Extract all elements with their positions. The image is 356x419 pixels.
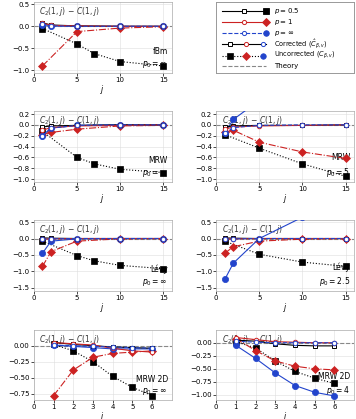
X-axis label: $j$: $j$ (100, 83, 105, 96)
X-axis label: $j$: $j$ (100, 192, 105, 205)
X-axis label: $j$: $j$ (283, 301, 288, 314)
Text: $p = \infty$: $p = \infty$ (274, 28, 294, 38)
Text: $p = 1$: $p = 1$ (274, 17, 293, 27)
Text: Corrected $(\hat{C}_{\beta,v})$: Corrected $(\hat{C}_{\beta,v})$ (274, 38, 328, 51)
X-axis label: $j$: $j$ (283, 192, 288, 205)
Text: $C_2(1,j)\,-\,C(1,j)$: $C_2(1,j)\,-\,C(1,j)$ (40, 223, 100, 236)
Text: $C_2(1,j)\,-\,C(1,j)$: $C_2(1,j)\,-\,C(1,j)$ (222, 333, 283, 346)
Text: $C_2(1,j)\,-\,C(1,j)$: $C_2(1,j)\,-\,C(1,j)$ (40, 114, 100, 127)
Text: $C_2(1,j)\,-\,C(1,j)$: $C_2(1,j)\,-\,C(1,j)$ (40, 5, 100, 18)
Text: Lévy
$p_0 = 2.5$: Lévy $p_0 = 2.5$ (319, 262, 350, 288)
Text: fBm
$p_0 = \infty$: fBm $p_0 = \infty$ (142, 47, 168, 70)
X-axis label: $j$: $j$ (100, 301, 105, 314)
X-axis label: $j$: $j$ (283, 410, 288, 419)
Text: $C_2(1,j)\,-\,C(1,j)$: $C_2(1,j)\,-\,C(1,j)$ (40, 333, 100, 346)
X-axis label: $j$: $j$ (100, 410, 105, 419)
Text: $p = 0.5$: $p = 0.5$ (274, 5, 300, 16)
Text: MRW
$p_0 = \infty$: MRW $p_0 = \infty$ (142, 156, 168, 179)
Text: MRW 2D
$p_0 = 4$: MRW 2D $p_0 = 4$ (318, 372, 350, 397)
Text: Uncorrected $(C_{\beta,v})$: Uncorrected $(C_{\beta,v})$ (274, 50, 335, 61)
Text: $C_2(1,j)\,-\,C(1,j)$: $C_2(1,j)\,-\,C(1,j)$ (222, 114, 283, 127)
Text: Lévy
$p_0 = \infty$: Lévy $p_0 = \infty$ (142, 265, 168, 288)
Text: $C_2(1,j)\,-\,C(1,j)$: $C_2(1,j)\,-\,C(1,j)$ (222, 223, 283, 236)
Text: MRW 2D
$p_0 = \infty$: MRW 2D $p_0 = \infty$ (136, 375, 168, 397)
Text: MRW
$p_0 = 5$: MRW $p_0 = 5$ (326, 153, 350, 179)
Text: Theory: Theory (274, 63, 298, 69)
